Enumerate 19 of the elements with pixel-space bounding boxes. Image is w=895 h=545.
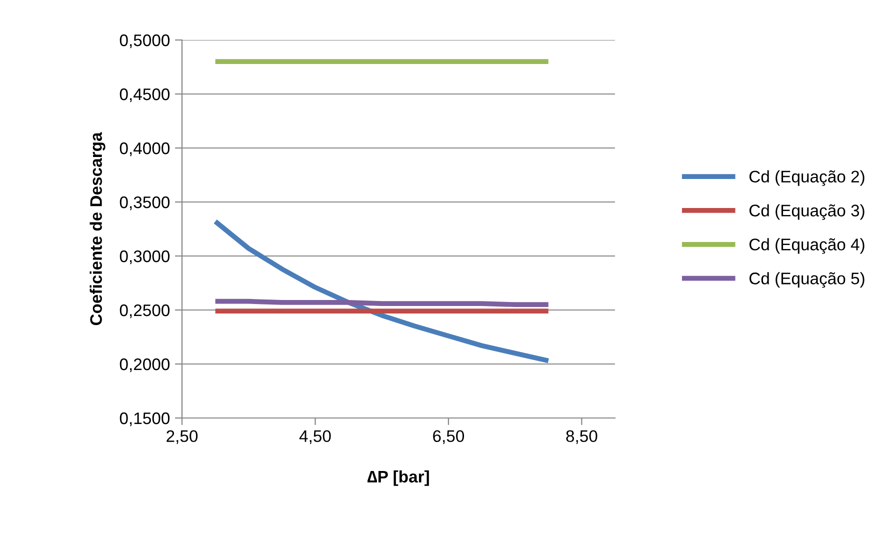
y-tick-label: 0,4500: [120, 88, 170, 102]
legend-label: Cd (Equação 5): [749, 272, 864, 288]
y-tick-label: 0,1500: [120, 412, 170, 426]
x-tick-label: 2,50: [166, 430, 198, 444]
x-tick-label: 6,50: [433, 430, 464, 444]
x-axis-title: ∆P [bar]: [368, 470, 429, 486]
y-tick-label: 0,3000: [120, 250, 170, 264]
x-tick-label: 4,50: [299, 430, 331, 444]
line-series: [212, 219, 551, 364]
x-tick-label: 8,50: [566, 430, 598, 444]
y-tick-label: 0,5000: [120, 34, 170, 48]
y-tick-label: 0,2000: [120, 358, 170, 372]
y-axis-title: Coeficiente de Descarga: [90, 132, 106, 326]
y-tick-label: 0,2500: [120, 304, 170, 318]
legend-label: Cd (Equação 4): [749, 238, 864, 254]
y-tick-label: 0,3500: [120, 196, 170, 210]
y-tick-label: 0,4000: [120, 142, 170, 156]
legend-label: Cd (Equação 3): [749, 204, 864, 220]
legend-label: Cd (Equação 2): [749, 170, 864, 186]
